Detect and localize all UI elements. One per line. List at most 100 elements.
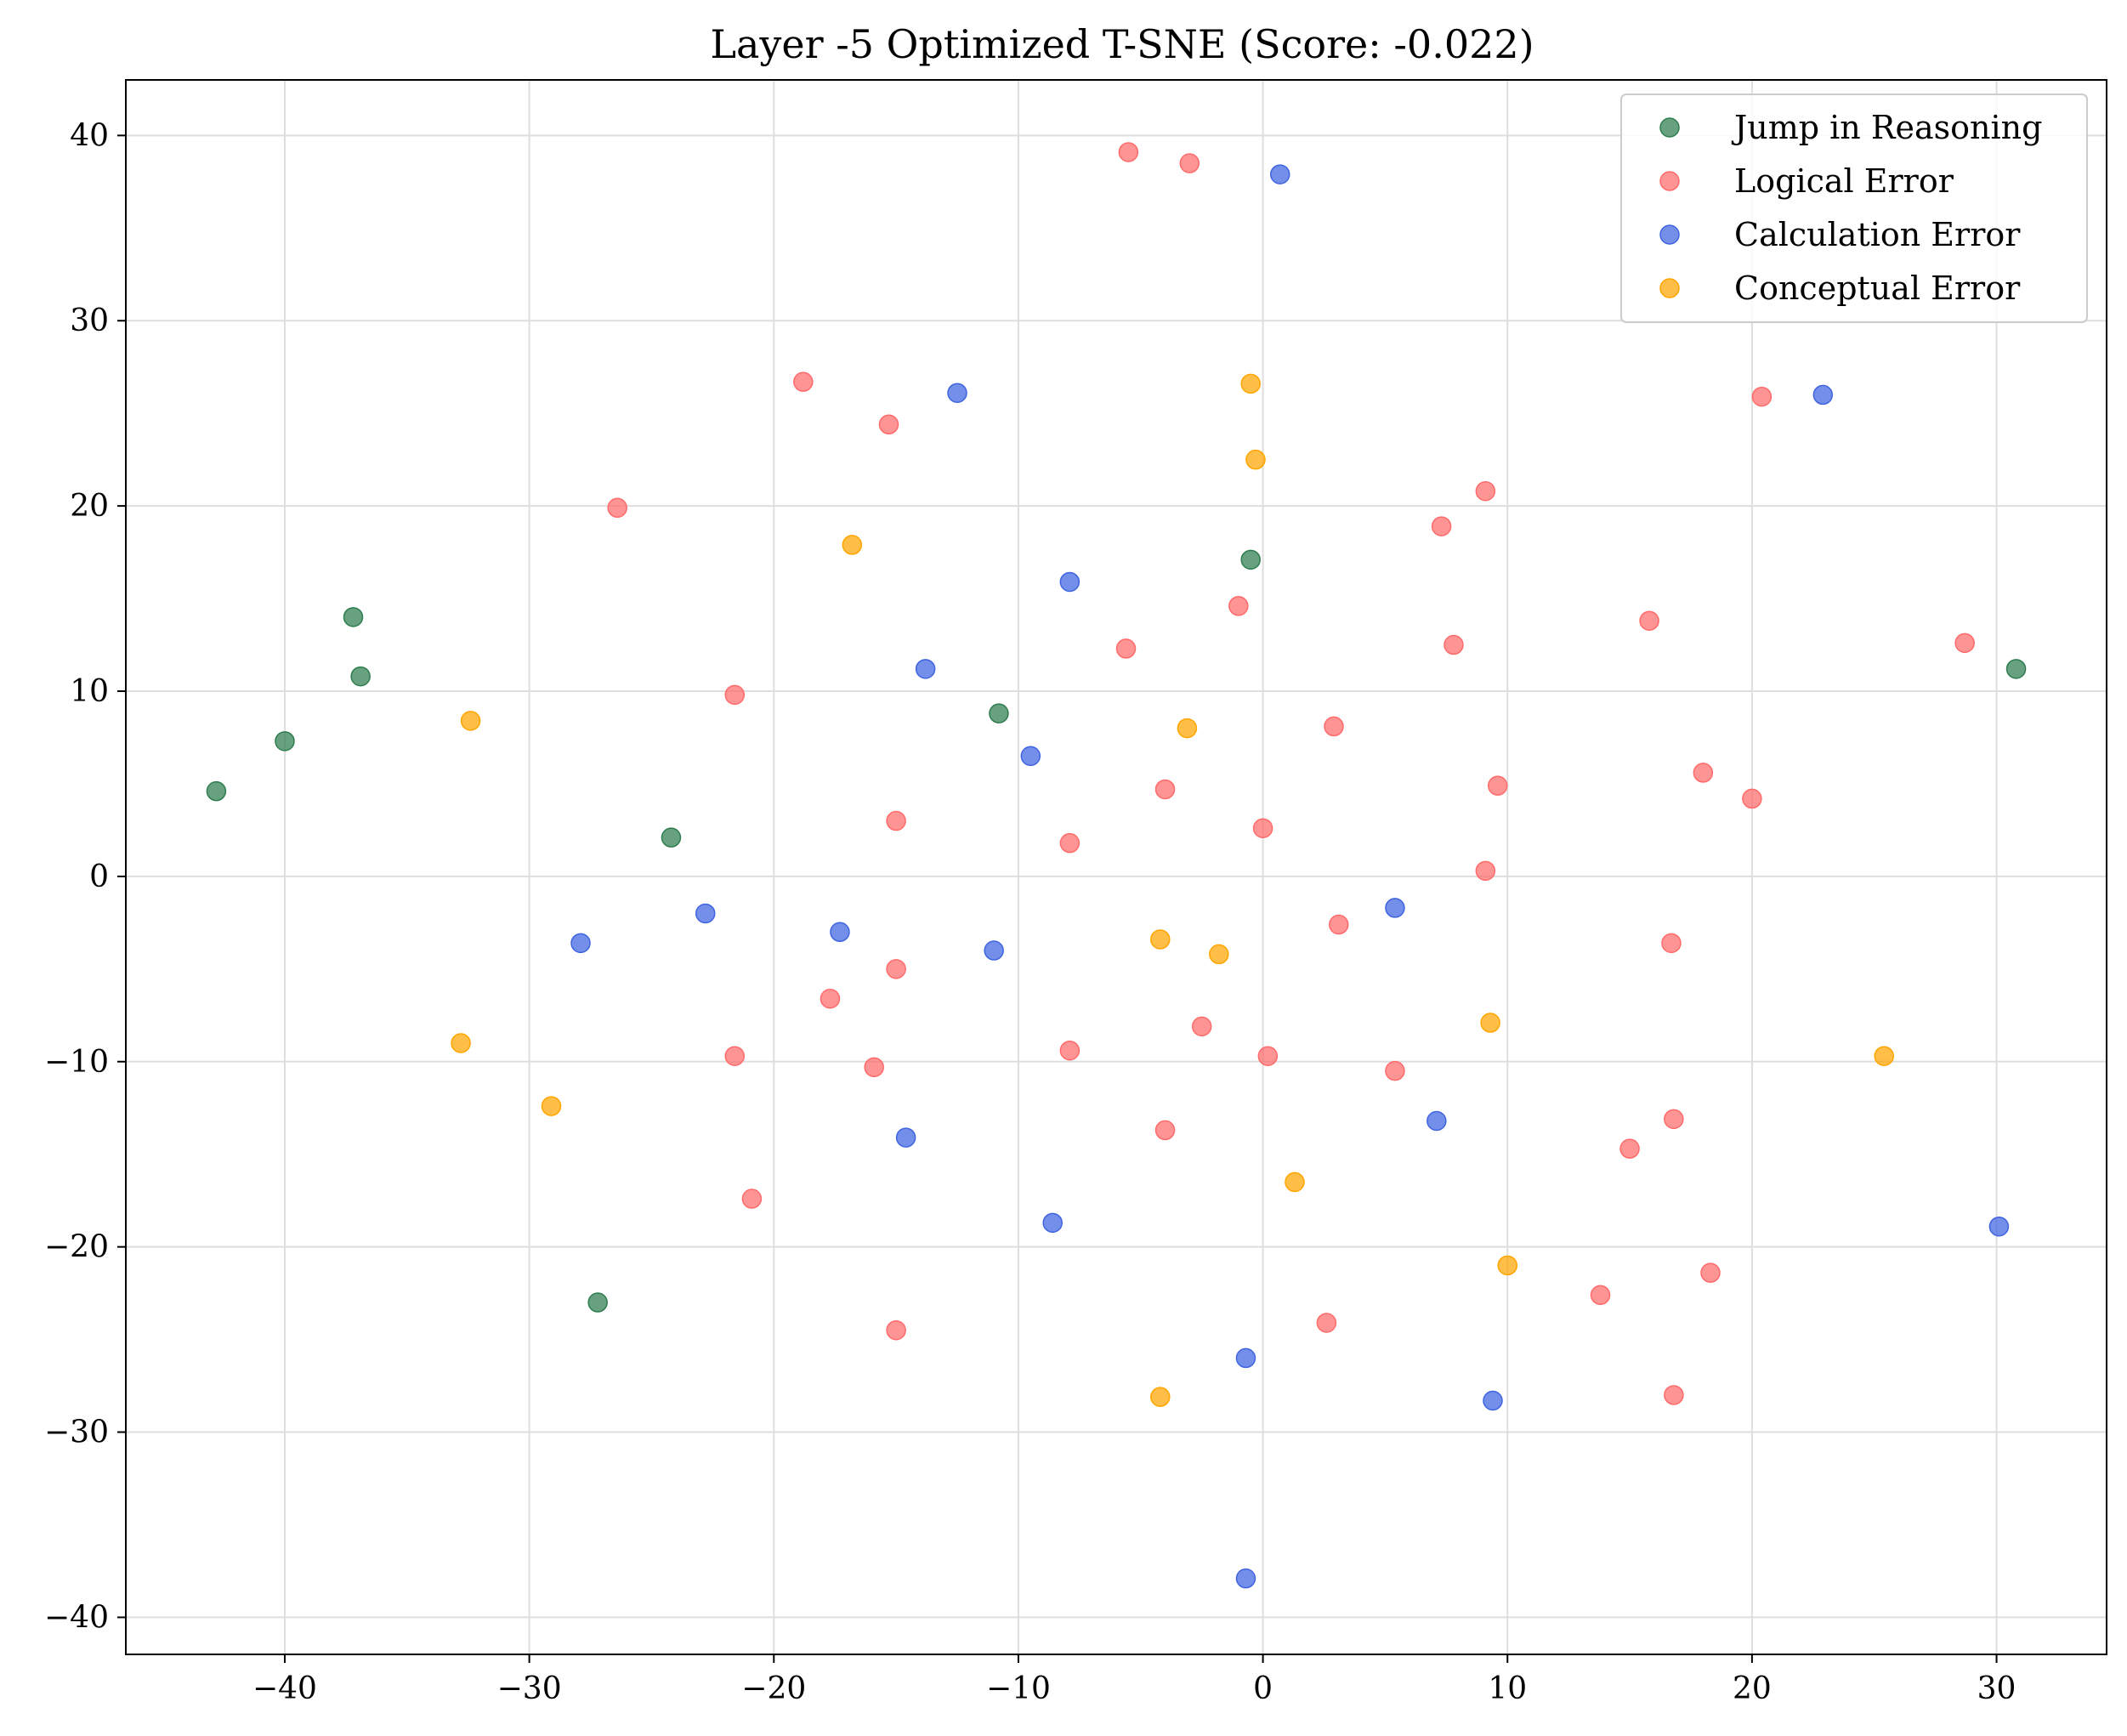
- point-calculation-error: [695, 903, 716, 924]
- y-tick-label: 0: [89, 859, 109, 894]
- point-calculation-error: [1042, 1212, 1063, 1234]
- point-logical-error: [741, 1189, 763, 1209]
- point-logical-error: [607, 497, 627, 519]
- point-jump-in-reasoning: [350, 666, 371, 687]
- point-logical-error: [1954, 633, 1975, 654]
- point-logical-error: [1059, 832, 1081, 854]
- y-tick-label: −40: [44, 1600, 109, 1635]
- point-logical-error: [1385, 1060, 1405, 1081]
- y-tick-label: 20: [70, 489, 109, 524]
- x-tick-label: 10: [1488, 1671, 1527, 1706]
- point-conceptual-error: [1285, 1172, 1305, 1193]
- point-logical-error: [1619, 1138, 1640, 1159]
- point-calculation-error: [570, 933, 591, 954]
- point-calculation-error: [1427, 1110, 1447, 1132]
- point-conceptual-error: [1150, 929, 1171, 950]
- legend-label-jump-in-reasoning: Jump in Reasoning: [1731, 109, 2042, 146]
- point-logical-error: [864, 1057, 884, 1078]
- point-jump-in-reasoning: [661, 827, 682, 848]
- point-logical-error: [1431, 516, 1452, 536]
- point-conceptual-error: [541, 1096, 562, 1116]
- point-logical-error: [1487, 775, 1508, 796]
- point-logical-error: [1742, 788, 1762, 809]
- point-calculation-error: [947, 383, 967, 403]
- point-conceptual-error: [1245, 449, 1266, 470]
- point-conceptual-error: [1874, 1046, 1894, 1066]
- x-tick-label: −30: [497, 1671, 562, 1706]
- point-logical-error: [1639, 610, 1659, 631]
- point-calculation-error: [1385, 898, 1405, 918]
- point-calculation-error: [915, 659, 936, 679]
- point-logical-error: [1179, 153, 1200, 173]
- legend-marker-calculation-error: [1659, 224, 1680, 245]
- x-tick-label: 30: [1977, 1671, 2016, 1706]
- data-points: [206, 142, 2027, 1589]
- point-conceptual-error: [1150, 1387, 1171, 1407]
- point-logical-error: [724, 684, 746, 706]
- point-jump-in-reasoning: [206, 780, 227, 802]
- y-tick-label: −20: [44, 1230, 109, 1265]
- x-tick-label: 20: [1733, 1671, 1772, 1706]
- point-conceptual-error: [1240, 373, 1261, 394]
- point-jump-in-reasoning: [343, 607, 364, 627]
- point-jump-in-reasoning: [587, 1292, 608, 1313]
- y-tick-label: −30: [44, 1415, 109, 1450]
- point-logical-error: [1664, 1109, 1684, 1130]
- point-conceptual-error: [842, 535, 863, 555]
- point-logical-error: [1154, 1120, 1176, 1141]
- point-logical-error: [1252, 818, 1273, 838]
- point-logical-error: [1324, 716, 1344, 737]
- point-logical-error: [1059, 1040, 1081, 1061]
- point-jump-in-reasoning: [275, 731, 295, 752]
- legend-marker-logical-error: [1659, 171, 1680, 191]
- grid: [126, 80, 2107, 1654]
- point-conceptual-error: [1480, 1013, 1500, 1033]
- point-logical-error: [1751, 386, 1772, 407]
- point-logical-error: [793, 372, 814, 392]
- point-logical-error: [1590, 1285, 1611, 1306]
- point-logical-error: [820, 988, 841, 1009]
- point-logical-error: [1693, 763, 1714, 783]
- point-calculation-error: [1812, 384, 1834, 406]
- point-logical-error: [886, 810, 906, 831]
- y-tick-label: 30: [70, 304, 109, 338]
- legend-box: [1620, 94, 2088, 323]
- legend-label-logical-error: Logical Error: [1734, 162, 1954, 200]
- point-logical-error: [878, 414, 899, 435]
- point-logical-error: [1228, 596, 1249, 616]
- chart-title: Layer -5 Optimized T-SNE (Score: -0.022): [710, 21, 1534, 67]
- point-calculation-error: [1988, 1216, 2010, 1237]
- point-logical-error: [886, 959, 906, 979]
- point-calculation-error: [1269, 164, 1290, 184]
- point-logical-error: [1154, 779, 1176, 800]
- point-logical-error: [1661, 933, 1682, 954]
- y-tick-label: 40: [70, 118, 109, 153]
- point-jump-in-reasoning: [2005, 659, 2027, 679]
- y-tick-label: 10: [70, 674, 109, 709]
- x-tick-label: 0: [1253, 1671, 1273, 1706]
- point-calculation-error: [895, 1127, 916, 1148]
- point-jump-in-reasoning: [989, 703, 1009, 723]
- point-conceptual-error: [1209, 944, 1229, 965]
- point-logical-error: [1191, 1016, 1212, 1037]
- legend-label-calculation-error: Calculation Error: [1734, 216, 2021, 253]
- legend-marker-conceptual-error: [1659, 278, 1680, 298]
- point-calculation-error: [1235, 1347, 1256, 1369]
- plot-frame: [125, 79, 2107, 1655]
- point-calculation-error: [1235, 1568, 1256, 1589]
- point-logical-error: [1444, 634, 1464, 655]
- x-tick-label: −10: [986, 1671, 1051, 1706]
- point-logical-error: [1475, 860, 1496, 882]
- point-logical-error: [1700, 1262, 1721, 1283]
- point-logical-error: [1115, 638, 1137, 659]
- legend: Jump in Reasoning Logical Error Calculatio…: [1620, 94, 2088, 323]
- point-logical-error: [1257, 1046, 1279, 1066]
- point-logical-error: [886, 1319, 906, 1341]
- point-calculation-error: [984, 940, 1004, 961]
- point-jump-in-reasoning: [1240, 549, 1261, 570]
- point-calculation-error: [1020, 746, 1041, 767]
- legend-marker-jump-in-reasoning: [1659, 117, 1680, 138]
- legend-label-conceptual-error: Conceptual Error: [1734, 269, 2021, 307]
- point-conceptual-error: [460, 711, 481, 731]
- point-conceptual-error: [1497, 1255, 1517, 1276]
